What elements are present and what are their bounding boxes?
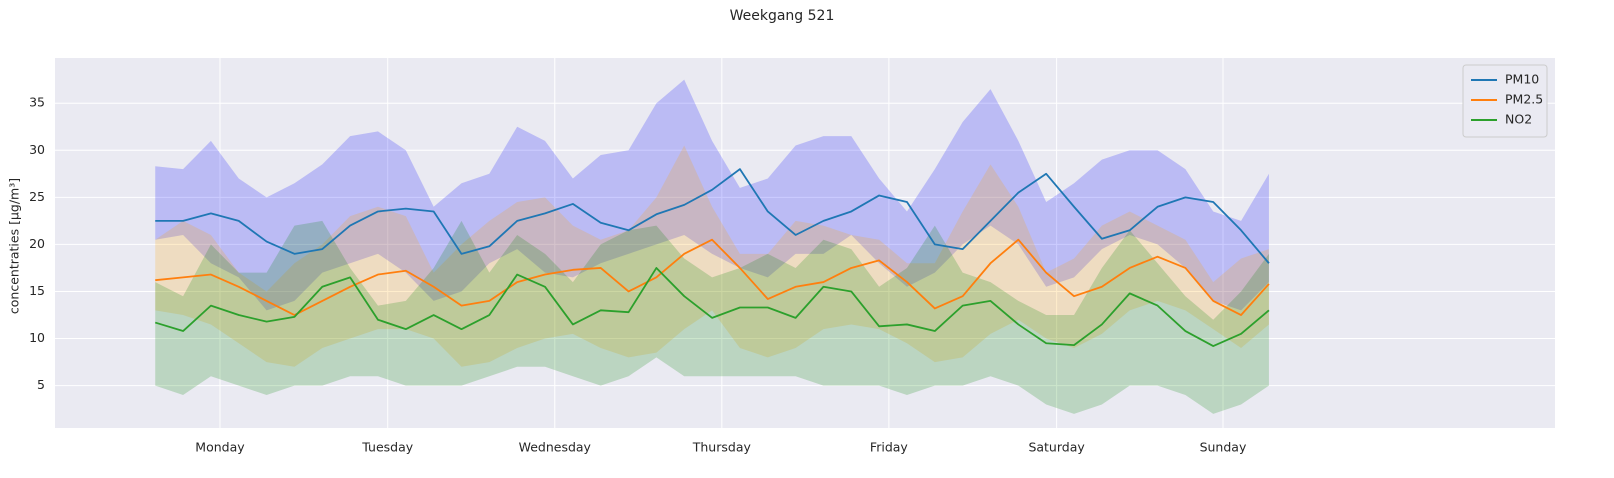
band bbox=[155, 145, 1269, 367]
y-tick-label: 20 bbox=[29, 236, 45, 251]
y-tick-label: 5 bbox=[37, 377, 45, 392]
x-tick-label: Friday bbox=[870, 440, 908, 455]
x-tick-label: Tuesday bbox=[361, 440, 413, 455]
x-tick-label: Thursday bbox=[692, 440, 752, 455]
x-tick-label: Wednesday bbox=[519, 440, 592, 455]
y-axis-label: concentraties [µg/m³] bbox=[7, 178, 22, 314]
plot-area bbox=[55, 58, 1555, 428]
line bbox=[154, 267, 1270, 347]
y-tick-label: 25 bbox=[29, 189, 45, 204]
x-tick-label: Monday bbox=[195, 440, 245, 455]
x-tick-label: Saturday bbox=[1028, 440, 1085, 455]
y-tick-label: 35 bbox=[29, 95, 45, 110]
legend-label: PM2.5 bbox=[1505, 92, 1543, 107]
y-tick-label: 15 bbox=[29, 283, 45, 298]
x-tick-label: Sunday bbox=[1200, 440, 1247, 455]
line bbox=[155, 168, 1270, 264]
y-tick-label: 30 bbox=[29, 142, 45, 157]
line bbox=[155, 238, 1270, 316]
y-tick-label: 10 bbox=[29, 330, 45, 345]
legend: PM10 PM2.5 NO2 bbox=[1462, 64, 1548, 138]
legend-label: PM10 bbox=[1505, 72, 1539, 87]
band bbox=[155, 79, 1269, 311]
legend-label: NO2 bbox=[1505, 112, 1532, 127]
chart-title: Weekgang 521 bbox=[730, 8, 835, 24]
